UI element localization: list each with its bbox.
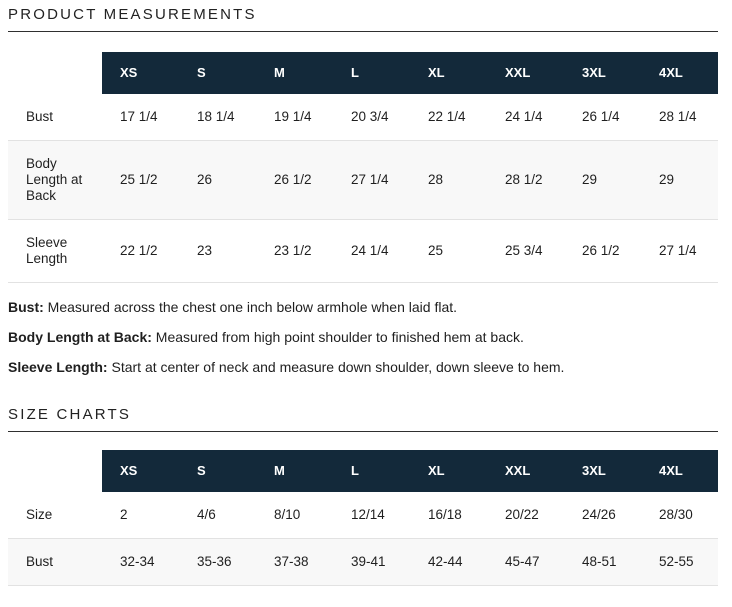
note-body-length: Body Length at Back: Measured from high … xyxy=(8,329,718,346)
column-header-m: M xyxy=(256,450,333,492)
table-row: Sleeve Length 22 1/2 23 23 1/2 24 1/4 25 25 3/… xyxy=(8,220,718,283)
column-header-xl: XL xyxy=(410,450,487,492)
table-corner-cell xyxy=(8,52,102,94)
row-label: Body Length at Back xyxy=(26,156,83,203)
table-cell: 24/26 xyxy=(582,507,616,522)
column-header-m: M xyxy=(256,52,333,94)
table-cell: 25 1/2 xyxy=(120,172,158,187)
table-cell: 28 1/2 xyxy=(505,172,543,187)
table-cell: 52-55 xyxy=(659,554,694,569)
column-header-4xl: 4XL xyxy=(641,450,718,492)
column-header-l: L xyxy=(333,52,410,94)
table-cell: 32-34 xyxy=(120,554,155,569)
table-corner-cell xyxy=(8,450,102,492)
table-cell: 45-47 xyxy=(505,554,540,569)
table-cell: 19 1/4 xyxy=(274,109,312,124)
note-bust: Bust: Measured across the chest one inch… xyxy=(8,299,718,316)
column-header-xxl: XXL xyxy=(487,52,564,94)
table-cell: 26 1/2 xyxy=(274,172,312,187)
table-cell: 23 1/2 xyxy=(274,243,312,258)
row-label: Sleeve Length xyxy=(26,235,68,266)
table-cell: 25 3/4 xyxy=(505,243,543,258)
table-cell: 27 1/4 xyxy=(659,243,697,258)
column-header-s: S xyxy=(179,52,256,94)
table-cell: 20 3/4 xyxy=(351,109,389,124)
table-cell: 28/30 xyxy=(659,507,693,522)
table-cell: 16/18 xyxy=(428,507,462,522)
table-row: Bust 32-34 35-36 37-38 39-41 42-44 45-47 48-51 5… xyxy=(8,538,718,586)
table-cell: 35-36 xyxy=(197,554,232,569)
table-cell: 26 1/2 xyxy=(582,243,620,258)
note-bust-description: Measured across the chest one inch below… xyxy=(43,299,458,315)
table-cell: 18 1/4 xyxy=(197,109,235,124)
table-cell: 28 1/4 xyxy=(659,109,697,124)
table-cell: 37-38 xyxy=(274,554,309,569)
table-cell: 28 xyxy=(428,172,444,187)
table-cell: 8/10 xyxy=(274,507,301,522)
size-charts-table: XS S M L XL XXL 3XL 4XL Size 2 4/6 8/10 12/14 16/18 2… xyxy=(8,450,718,586)
column-header-xs: XS xyxy=(102,52,179,94)
measurement-notes: Bust: Measured across the chest one inch… xyxy=(8,299,718,376)
note-body-length-description: Measured from high point shoulder to fin… xyxy=(151,329,524,345)
table-cell: 12/14 xyxy=(351,507,385,522)
table-cell: 39-41 xyxy=(351,554,386,569)
product-measurements-heading: PRODUCT MEASUREMENTS xyxy=(8,6,718,32)
table-cell: 24 1/4 xyxy=(505,109,543,124)
table-row: Bust 17 1/4 18 1/4 19 1/4 20 3/4 22 1/4 24 1/4… xyxy=(8,94,718,141)
table-cell: 22 1/4 xyxy=(428,109,466,124)
column-header-xxl: XXL xyxy=(487,450,564,492)
table-cell: 20/22 xyxy=(505,507,539,522)
note-bust-term: Bust: xyxy=(8,299,44,315)
table-cell: 48-51 xyxy=(582,554,617,569)
table-cell: 24 1/4 xyxy=(351,243,389,258)
table-cell: 42-44 xyxy=(428,554,463,569)
row-label: Size xyxy=(26,507,53,522)
table-cell: 29 xyxy=(659,172,675,187)
column-header-xl: XL xyxy=(410,52,487,94)
note-body-length-term: Body Length at Back: xyxy=(8,329,152,345)
table-cell: 2 xyxy=(120,507,128,522)
table-cell: 26 1/4 xyxy=(582,109,620,124)
column-header-s: S xyxy=(179,450,256,492)
table-cell: 23 xyxy=(197,243,213,258)
header-row: XS S M L XL XXL 3XL 4XL xyxy=(8,52,718,94)
column-header-l: L xyxy=(333,450,410,492)
size-charts-table-header: XS S M L XL XXL 3XL 4XL xyxy=(8,450,718,492)
table-cell: 27 1/4 xyxy=(351,172,389,187)
note-sleeve-length-term: Sleeve Length: xyxy=(8,359,108,375)
product-measurements-table-header: XS S M L XL XXL 3XL 4XL xyxy=(8,52,718,94)
note-sleeve-length-description: Start at center of neck and measure down… xyxy=(107,359,565,375)
product-measurements-table-body: Bust 17 1/4 18 1/4 19 1/4 20 3/4 22 1/4 24 1/4… xyxy=(8,94,718,283)
column-header-xs: XS xyxy=(102,450,179,492)
table-row: Body Length at Back 25 1/2 26 26 1/2 27 1/4 2… xyxy=(8,140,718,220)
table-cell: 25 xyxy=(428,243,444,258)
table-row: Size 2 4/6 8/10 12/14 16/18 20/22 24/26 28/30 xyxy=(8,492,718,539)
table-cell: 29 xyxy=(582,172,598,187)
size-chart-page: PRODUCT MEASUREMENTS XS S M L XL XXL 3XL 4XL Bu… xyxy=(8,6,718,586)
note-sleeve-length: Sleeve Length: Start at center of neck a… xyxy=(8,359,718,376)
size-charts-heading: SIZE CHARTS xyxy=(8,406,718,432)
column-header-3xl: 3XL xyxy=(564,450,641,492)
header-row: XS S M L XL XXL 3XL 4XL xyxy=(8,450,718,492)
table-cell: 22 1/2 xyxy=(120,243,158,258)
table-cell: 17 1/4 xyxy=(120,109,158,124)
column-header-4xl: 4XL xyxy=(641,52,718,94)
table-cell: 26 xyxy=(197,172,213,187)
row-label: Bust xyxy=(26,109,54,124)
column-header-3xl: 3XL xyxy=(564,52,641,94)
product-measurements-table: XS S M L XL XXL 3XL 4XL Bust 17 1/4 18 1/4 19 1/4 2… xyxy=(8,52,718,283)
row-label: Bust xyxy=(26,554,54,569)
table-cell: 4/6 xyxy=(197,507,216,522)
size-charts-table-body: Size 2 4/6 8/10 12/14 16/18 20/22 24/26 28/30 Bus… xyxy=(8,492,718,586)
